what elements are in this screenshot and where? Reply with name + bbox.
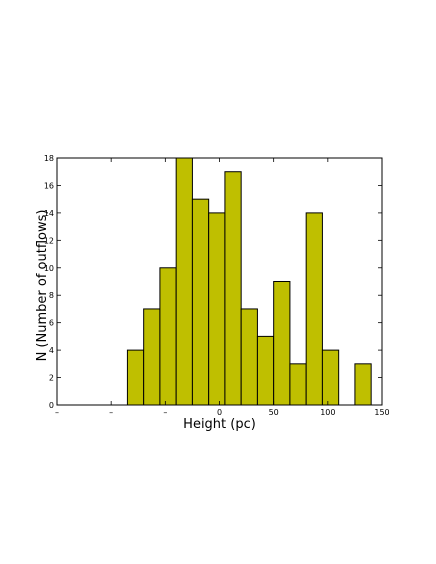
y-tick-label: 6 xyxy=(49,319,54,328)
y-tick-label: 16 xyxy=(44,181,54,190)
histogram-bar xyxy=(321,349,340,406)
histogram-bar xyxy=(273,281,291,406)
y-tick-label: 10 xyxy=(44,264,54,273)
x-tick-label: – xyxy=(55,408,59,417)
x-axis-ticks: – – – 0 50 100 150 xyxy=(55,158,390,417)
y-tick-label: 2 xyxy=(49,374,54,383)
histogram-bar xyxy=(208,212,226,406)
x-axis-label: Height (pc) xyxy=(183,417,256,432)
x-tick-label: 0 xyxy=(217,408,222,417)
x-tick-label: 100 xyxy=(320,408,335,417)
histogram-bar xyxy=(175,157,193,406)
histogram-bar xyxy=(289,363,307,406)
histogram-bar xyxy=(305,212,323,406)
histogram-bar xyxy=(191,198,210,406)
y-tick-label: 14 xyxy=(44,209,54,218)
x-tick-label: – xyxy=(163,408,167,417)
y-tick-label: 0 xyxy=(49,401,54,410)
histogram-bar xyxy=(224,171,242,406)
histogram-bar xyxy=(354,363,372,406)
y-axis-label: N (Number of outflows) xyxy=(35,210,50,362)
x-tick-label: – xyxy=(109,408,113,417)
x-tick-label: 50 xyxy=(269,408,279,417)
histogram-bar xyxy=(143,308,161,406)
histogram-bar xyxy=(126,349,145,406)
histogram-bar xyxy=(240,308,258,406)
y-axis-ticks: 0 2 4 6 8 10 12 14 16 18 xyxy=(44,154,382,410)
x-tick-label: 150 xyxy=(374,408,389,417)
histogram-bar xyxy=(159,267,177,406)
bars xyxy=(126,157,372,406)
y-tick-label: 18 xyxy=(44,154,54,163)
y-tick-label: 4 xyxy=(49,346,54,355)
histogram-bar xyxy=(256,335,275,406)
y-tick-label: 12 xyxy=(44,236,54,245)
y-tick-label: 8 xyxy=(49,291,54,300)
